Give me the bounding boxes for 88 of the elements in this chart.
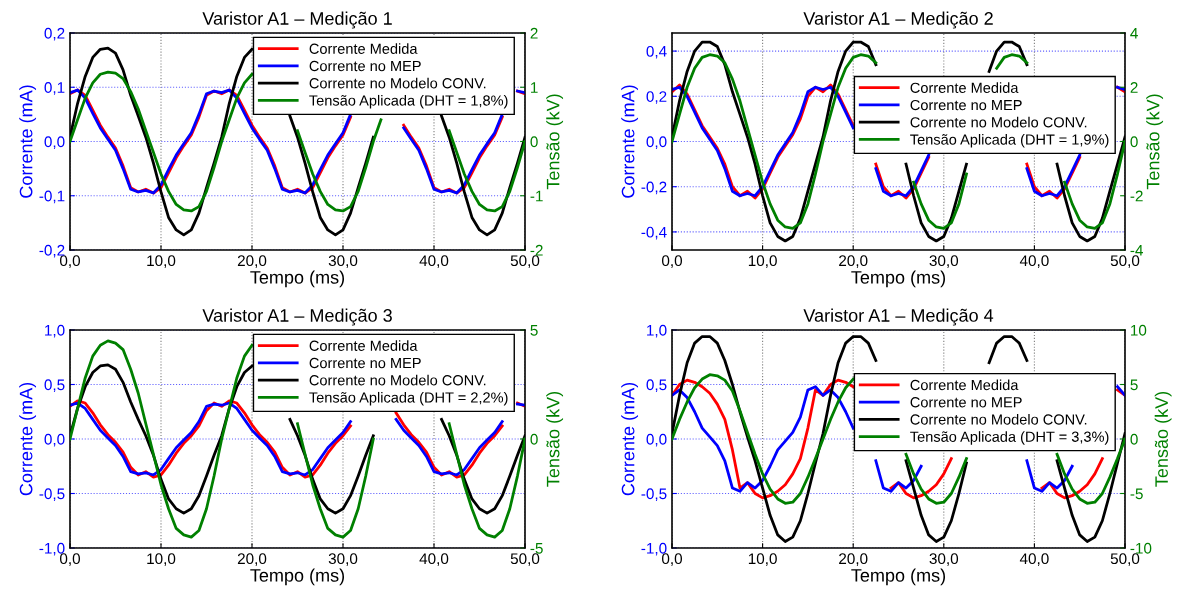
legend-label: Tensão Aplicada (DHT = 2,2%) xyxy=(309,391,508,406)
y-tick-label: 0,0 xyxy=(44,433,65,447)
x-axis-title: Tempo (ms) xyxy=(851,270,946,288)
x-tick-label: 20,0 xyxy=(839,255,868,268)
y2-tick-label: 4 xyxy=(1130,28,1138,39)
y-tick-label: -0,5 xyxy=(641,488,667,501)
y2-tick-label: 0 xyxy=(530,136,538,148)
chart-title: Varistor A1 – Medição 2 xyxy=(803,11,993,29)
y2-tick-label: -10 xyxy=(1130,542,1152,554)
x-tick-label: 50,0 xyxy=(1110,255,1140,268)
legend-label: Corrente no MEP xyxy=(309,60,421,72)
x-tick-label: 50,0 xyxy=(1110,553,1140,566)
x-tick-label: 50,0 xyxy=(510,255,540,268)
x-tick-label: 30,0 xyxy=(929,255,959,268)
legend-label: Corrente no Modelo CONV. xyxy=(309,77,486,89)
y2-tick-label: -2 xyxy=(530,244,543,256)
legend-label: Corrente no Modelo CONV. xyxy=(910,116,1087,128)
y-tick-label: 0,5 xyxy=(646,379,667,392)
legend-label: Corrente no Modelo CONV. xyxy=(910,413,1087,425)
y-tick-label: 0,1 xyxy=(44,82,65,95)
y2-tick-label: 5 xyxy=(530,325,538,336)
y2-tick-label: -5 xyxy=(530,543,543,554)
y-tick-label: 0,0 xyxy=(646,136,667,149)
x-tick-label: 10,0 xyxy=(748,255,777,268)
x-tick-label: 20,0 xyxy=(839,553,868,566)
y-tick-label: -0,4 xyxy=(641,226,667,240)
legend-label: Corrente Medida xyxy=(309,43,418,54)
y2-tick-label: -5 xyxy=(1130,488,1143,500)
x-tick-label: 40,0 xyxy=(1019,255,1049,268)
x-tick-label: 40,0 xyxy=(1019,553,1049,566)
x-tick-label: 40,0 xyxy=(419,553,449,566)
x-axis-title: Tempo (ms) xyxy=(250,568,345,586)
y-tick-label: 0,2 xyxy=(44,27,65,41)
y2-tick-label: 0 xyxy=(530,433,538,445)
y2-tick-label: -4 xyxy=(1130,245,1143,256)
x-axis-title: Tempo (ms) xyxy=(250,270,345,288)
y2-axis-title: Tensão (kV) xyxy=(1146,94,1164,190)
y-tick-label: -0,1 xyxy=(39,190,65,204)
x-tick-label: 20,0 xyxy=(237,553,267,566)
y2-tick-label: 10 xyxy=(1131,324,1147,336)
y2-axis-title: Tensão (kV) xyxy=(1154,391,1172,487)
legend-label: Corrente Medida xyxy=(910,82,1019,93)
legend-label: Corrente no MEP xyxy=(910,99,1022,111)
y-tick-label: 0,5 xyxy=(44,379,65,392)
y-axis-title: Corrente (mA) xyxy=(621,382,639,496)
legend-label: Tensão Aplicada (DHT = 3,3%) xyxy=(910,431,1109,445)
y2-axis-title: Tensão (kV) xyxy=(546,391,564,487)
x-tick-label: 20,0 xyxy=(237,255,267,268)
y-tick-label: -0,5 xyxy=(39,488,65,501)
legend-label: Corrente no MEP xyxy=(309,357,421,369)
chart-title: Varistor A1 – Medição 3 xyxy=(202,308,392,326)
y-tick-label: 1,0 xyxy=(45,324,65,338)
y2-axis-title: Tensão (kV) xyxy=(546,94,564,190)
y-axis-title: Corrente (mA) xyxy=(19,382,37,496)
legend-label: Corrente Medida xyxy=(910,379,1019,391)
chart-title: Varistor A1 – Medição 1 xyxy=(202,11,392,29)
y2-tick-label: -2 xyxy=(1130,190,1143,202)
x-tick-label: 30,0 xyxy=(328,255,358,268)
y2-tick-label: -1 xyxy=(530,190,543,202)
y-axis-title: Corrente (mA) xyxy=(621,85,639,198)
x-tick-label: 10,0 xyxy=(748,553,777,566)
y2-tick-label: 0 xyxy=(1130,433,1138,445)
legend-label: Tensão Aplicada (DHT = 1,8%) xyxy=(309,94,508,109)
y2-tick-label: 1 xyxy=(531,82,538,93)
chart-title: Varistor A1 – Medição 4 xyxy=(803,308,994,326)
x-tick-label: 30,0 xyxy=(328,553,358,566)
x-tick-label: 10,0 xyxy=(147,255,176,268)
y-tick-label: 0,0 xyxy=(646,433,667,447)
y-tick-label: 0,0 xyxy=(44,136,65,149)
legend-label: Tensão Aplicada (DHT = 1,9%) xyxy=(910,133,1109,148)
y-tick-label: 0,2 xyxy=(646,91,667,104)
x-tick-label: 0,0 xyxy=(661,255,683,268)
y2-tick-label: 5 xyxy=(1130,379,1138,391)
y2-tick-label: 2 xyxy=(1130,82,1138,93)
x-tick-label: 30,0 xyxy=(929,553,959,566)
y2-tick-label: 0 xyxy=(1130,136,1138,148)
x-tick-label: 40,0 xyxy=(419,255,449,268)
x-tick-label: 10,0 xyxy=(147,553,176,566)
x-tick-label: 50,0 xyxy=(510,553,540,566)
y2-tick-label: 2 xyxy=(530,27,538,39)
legend-label: Corrente no MEP xyxy=(910,397,1022,408)
y-tick-label: 1,0 xyxy=(647,324,667,338)
legend-label: Corrente no Modelo CONV. xyxy=(309,374,486,386)
y-tick-label: -0,2 xyxy=(641,181,667,195)
x-axis-title: Tempo (ms) xyxy=(851,568,946,586)
y-tick-label: 0,4 xyxy=(646,45,667,59)
legend-label: Corrente Medida xyxy=(309,340,418,351)
y-axis-title: Corrente (mA) xyxy=(19,85,37,198)
